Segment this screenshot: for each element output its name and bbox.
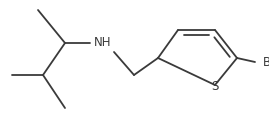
Text: S: S	[211, 80, 219, 93]
Text: Br: Br	[263, 57, 269, 69]
Text: NH: NH	[94, 36, 112, 49]
